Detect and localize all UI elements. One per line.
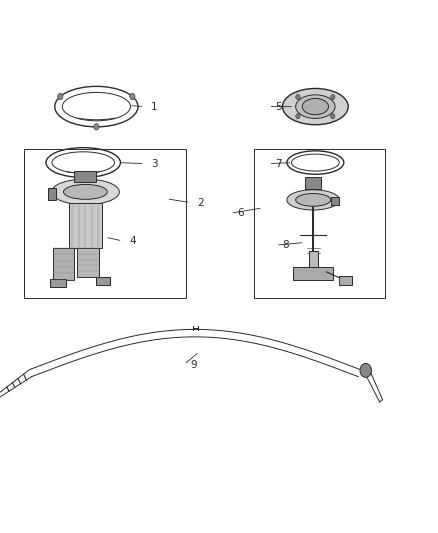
Text: 4: 4 [129, 236, 136, 246]
Circle shape [331, 114, 335, 119]
Ellipse shape [283, 88, 348, 125]
Ellipse shape [64, 184, 107, 199]
Circle shape [58, 93, 63, 100]
Bar [309, 251, 318, 269]
Circle shape [94, 124, 99, 130]
Circle shape [296, 94, 300, 100]
Ellipse shape [302, 99, 328, 115]
Text: 1: 1 [151, 102, 158, 111]
Text: 9: 9 [191, 360, 197, 369]
Ellipse shape [296, 95, 335, 118]
Circle shape [130, 93, 135, 100]
Text: 7: 7 [275, 159, 282, 168]
Circle shape [360, 364, 371, 377]
Ellipse shape [51, 179, 119, 205]
Bar [331, 197, 339, 205]
Bar [339, 276, 352, 285]
Text: 8: 8 [283, 240, 289, 250]
Text: 5: 5 [275, 102, 282, 111]
Bar [50, 279, 66, 287]
Bar [254, 149, 385, 298]
Bar [77, 248, 99, 277]
Bar [48, 188, 56, 200]
Text: 3: 3 [151, 159, 158, 168]
Bar [96, 277, 110, 285]
Ellipse shape [296, 193, 331, 206]
Text: 6: 6 [237, 208, 244, 218]
Circle shape [296, 114, 300, 119]
Bar [293, 266, 333, 280]
Ellipse shape [287, 190, 339, 210]
Circle shape [331, 94, 335, 100]
Bar [305, 177, 321, 189]
Text: 2: 2 [197, 198, 204, 207]
Bar [24, 149, 186, 298]
Bar [53, 248, 74, 280]
Bar [74, 171, 96, 182]
Bar [69, 203, 102, 248]
